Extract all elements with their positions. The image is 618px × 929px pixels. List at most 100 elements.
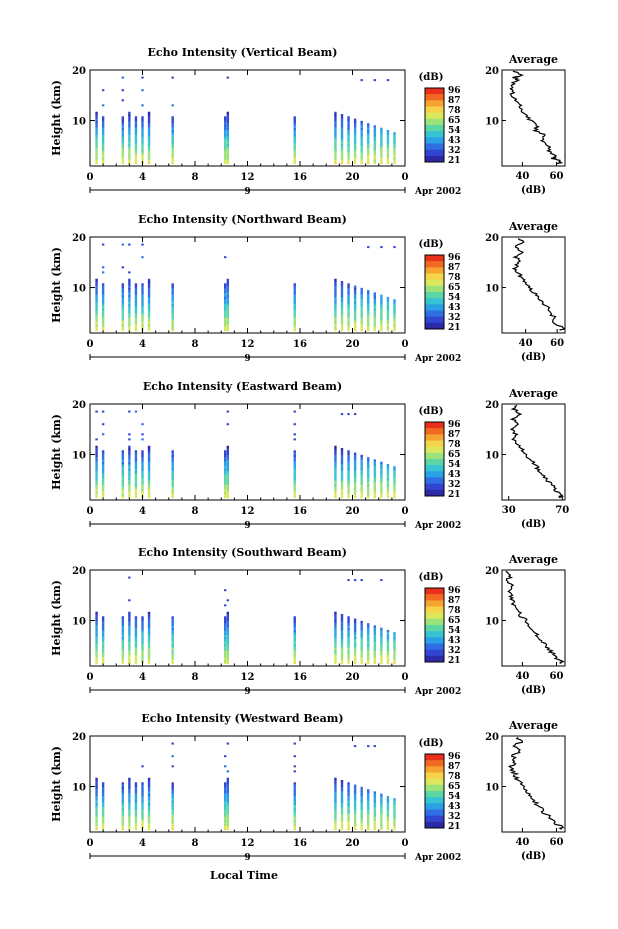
echo-cell	[171, 809, 174, 812]
echo-cell	[95, 648, 98, 651]
echo-cell	[353, 413, 357, 416]
echo-cell	[134, 450, 138, 453]
echo-cell	[373, 139, 377, 142]
echo-cell	[121, 495, 125, 499]
echo-cell	[101, 793, 105, 797]
echo-cell	[141, 784, 144, 787]
echo-cell	[373, 141, 377, 144]
echo-cell	[293, 127, 296, 131]
plot-frame	[89, 69, 406, 167]
echo-cell	[147, 475, 151, 478]
echo-cell	[340, 634, 344, 637]
echo-cell	[95, 825, 98, 828]
echo-cell	[147, 324, 151, 327]
profile-frame	[501, 403, 566, 501]
echo-cell	[367, 299, 370, 302]
echo-cell	[340, 795, 344, 799]
echo-cell	[134, 317, 138, 320]
echo-cell	[226, 791, 230, 794]
echo-cell	[360, 473, 363, 476]
echo-cell	[101, 123, 105, 126]
echo-cell	[226, 159, 230, 162]
profile-x-tick-label: 40	[519, 338, 533, 349]
echo-cell	[226, 285, 230, 288]
echo-cell	[121, 127, 125, 131]
echo-cell	[334, 296, 337, 300]
echo-cell	[360, 623, 363, 626]
echo-cell	[293, 287, 296, 291]
echo-cell	[101, 152, 105, 156]
echo-cell	[386, 303, 390, 307]
echo-cell	[373, 148, 377, 151]
echo-cell	[141, 125, 144, 128]
echo-cell	[101, 129, 105, 133]
echo-cell	[141, 811, 144, 815]
echo-cell	[393, 654, 396, 658]
echo-cell	[147, 448, 151, 451]
echo-cell	[386, 811, 390, 815]
echo-cell	[171, 120, 174, 124]
echo-cell	[171, 659, 174, 662]
echo-cell	[128, 448, 131, 451]
echo-cell	[334, 634, 337, 637]
echo-cell	[141, 290, 144, 293]
echo-cell	[380, 152, 383, 156]
echo-cell	[367, 308, 370, 311]
echo-cell	[226, 294, 230, 298]
echo-cell	[223, 661, 227, 665]
echo-cell	[226, 308, 230, 311]
echo-cell	[386, 820, 390, 824]
echo-cell	[223, 461, 227, 465]
echo-cell	[347, 488, 350, 492]
echo-cell	[171, 742, 174, 745]
panel-4: Echo Intensity (Westward Beam)Height (km…	[50, 712, 566, 863]
echo-cell	[347, 793, 350, 797]
plot-frame	[89, 569, 406, 667]
echo-cell	[293, 120, 296, 124]
echo-cell	[353, 805, 357, 808]
echo-cell	[367, 482, 370, 485]
echo-cell	[380, 793, 383, 797]
echo-cell	[171, 129, 174, 133]
echo-cell	[367, 484, 370, 487]
echo-cell	[101, 825, 105, 828]
echo-cell	[360, 809, 363, 812]
echo-cell	[334, 448, 337, 451]
colorbar-segment	[425, 267, 444, 274]
echo-cell	[334, 798, 337, 801]
echo-cell	[293, 645, 296, 649]
profile-title: Average	[508, 53, 558, 66]
echo-cell	[134, 324, 138, 327]
echo-cell	[226, 623, 230, 626]
echo-cell	[353, 145, 357, 149]
echo-cell	[293, 616, 296, 619]
echo-cell	[121, 468, 125, 471]
echo-cell	[95, 294, 98, 298]
echo-cell	[340, 780, 344, 783]
echo-cell	[367, 290, 370, 293]
echo-cell	[121, 645, 125, 649]
echo-cell	[101, 484, 105, 487]
echo-cell	[95, 445, 98, 449]
echo-cell	[128, 661, 131, 665]
echo-cell	[101, 482, 105, 485]
echo-cell	[95, 141, 98, 144]
colorbar-tick-label: 96	[448, 586, 461, 596]
echo-cell	[360, 299, 363, 302]
echo-cell	[141, 636, 144, 640]
echo-cell	[226, 625, 230, 628]
echo-cell	[147, 141, 151, 144]
echo-cell	[121, 150, 125, 153]
echo-cell	[134, 308, 138, 311]
echo-cell	[386, 645, 390, 649]
echo-cell	[386, 479, 390, 483]
echo-cell	[386, 477, 390, 480]
echo-cell	[141, 292, 144, 295]
echo-cell	[386, 632, 390, 635]
echo-cell	[380, 809, 383, 812]
colorbar-segment	[425, 137, 444, 144]
echo-cell	[353, 827, 357, 831]
echo-cell	[147, 452, 151, 455]
echo-cell	[134, 296, 138, 300]
echo-cell	[367, 795, 370, 799]
